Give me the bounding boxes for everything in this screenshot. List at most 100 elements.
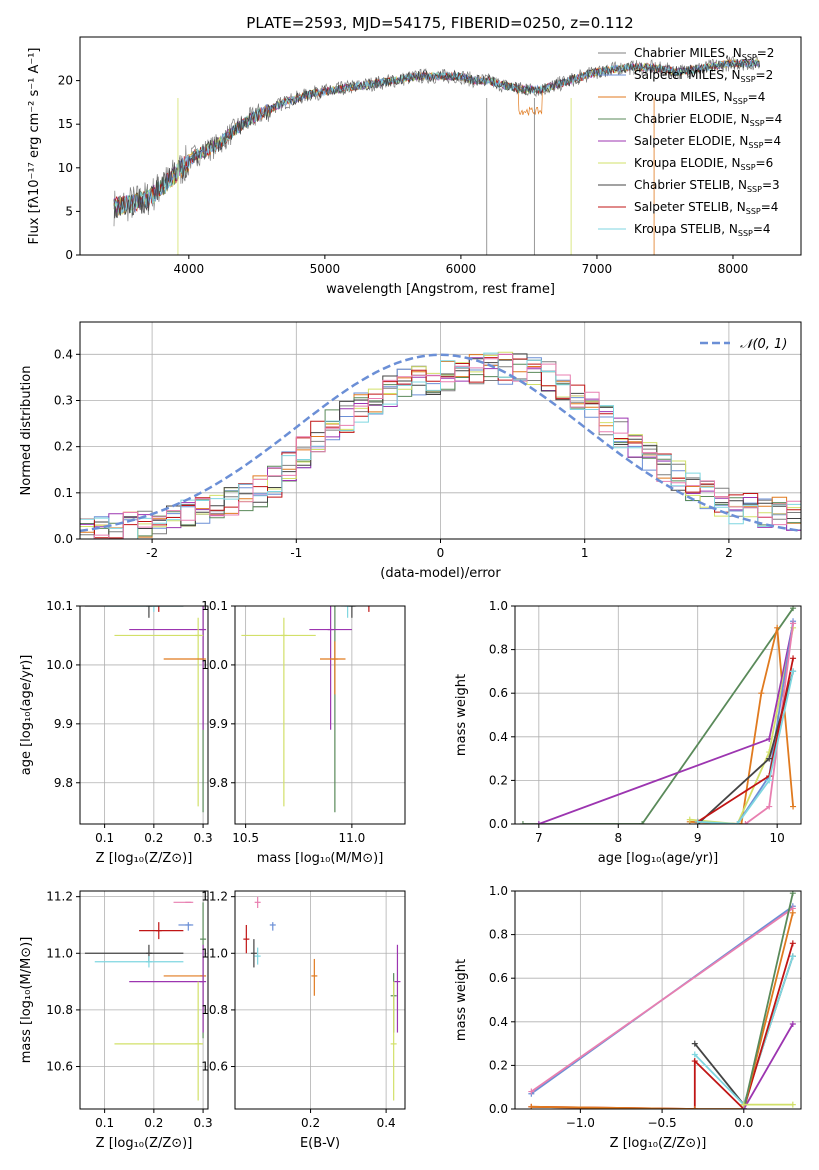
spectrum-line (113, 58, 760, 214)
axes-frame (514, 605, 802, 825)
weight-line (531, 912, 794, 1109)
plot-area (80, 891, 208, 1109)
x-tick-label: 0.2 (301, 1116, 320, 1130)
axes-frame (79, 605, 209, 825)
panel-age-vs-mass: 10.5 11.0 9.8 9.9 10.0 10.1 mass [log₁₀(M/M⊙)] (201, 599, 406, 866)
y-tick-label: 0.2 (489, 773, 508, 787)
y-tick-label: 0.2 (54, 440, 73, 454)
legend-label: Kroupa MILES, NSSP=4 (634, 90, 765, 106)
y-tick-label: 0.6 (489, 686, 508, 700)
panel-age-vs-Z: 0.1 0.2 0.3 9.8 9.9 10.0 10.1 Z [log₁₀(Z/Z⊙)] ag… (19, 599, 213, 866)
y-tick-label: 0.4 (489, 730, 508, 744)
weight-line (530, 907, 794, 1093)
weight-line (538, 623, 794, 824)
y-tick-label: 0.4 (54, 347, 73, 361)
x-tick-label: 2 (725, 546, 733, 560)
plot-area (80, 322, 801, 539)
y-tick-label: 0.8 (489, 643, 508, 657)
y-tick-label: 5 (65, 204, 73, 218)
weight-marker (691, 1040, 698, 1047)
x-axis-label: Z [log₁₀(Z/Z⊙)] (96, 1136, 193, 1151)
y-tick-label: 9.8 (209, 776, 228, 790)
y-tick-label: 10 (58, 161, 73, 175)
axes-frame (79, 890, 209, 1110)
y-tick-label: 0.4 (489, 1015, 508, 1029)
panel-spectrum: 4000 5000 6000 7000 8000 0 5 10 15 20 wavelength [… (27, 36, 802, 297)
x-tick-label: 0.3 (194, 831, 213, 845)
panel-mass-weight-vs-age: 7 8 9 10 0.0 0.2 0.4 0.6 0.8 1.0 age [log₁₀(age/yr… (454, 599, 802, 866)
weight-marker (734, 821, 741, 824)
panel-mass-vs-Z: 0.1 0.2 0.3 10.6 10.8 11.0 11.2 Z [log₁₀(Z/Z⊙)]… (19, 890, 213, 1151)
x-axis-label: E(B-V) (300, 1136, 340, 1151)
weight-marker (766, 755, 773, 762)
plot-area (235, 606, 405, 824)
x-tick-label: 5000 (310, 262, 341, 276)
weight-marker (790, 655, 797, 662)
x-axis-label: age [log₁₀(age/yr)] (598, 851, 719, 866)
y-tick-label: 10.0 (201, 658, 228, 672)
x-tick-label: 1 (581, 546, 589, 560)
legend-label: Chabrier MILES, NSSP=2 (634, 46, 774, 62)
y-axis-label: mass [log₁₀(M/M⊙)] (19, 937, 34, 1064)
x-tick-label: 0.4 (377, 1116, 396, 1130)
y-tick-label: 1.0 (489, 884, 508, 898)
plot-area (80, 606, 208, 824)
weight-marker (519, 821, 526, 824)
x-tick-label: 10.5 (232, 831, 259, 845)
y-tick-label: 0 (65, 248, 73, 262)
x-tick-label: 8000 (718, 262, 749, 276)
y-tick-label: 11.0 (201, 946, 228, 960)
y-tick-label: 0.1 (54, 486, 73, 500)
histogram-step (80, 352, 801, 539)
legend-label: Chabrier ELODIE, NSSP=4 (634, 112, 782, 128)
weight-marker (740, 1101, 747, 1108)
weight-marker (742, 821, 749, 824)
y-tick-label: 11.2 (46, 890, 73, 904)
panel-residuals: -2 -1 0 1 2 0.0 0.1 0.2 0.3 0.4 (data-model)/error… (19, 321, 802, 581)
legend: Chabrier MILES, NSSP=2 Salpeter MILES, NS… (598, 46, 782, 238)
y-axis-label: age [log₁₀(age/yr)] (19, 655, 34, 776)
y-tick-label: 10.6 (201, 1060, 228, 1074)
x-tick-label: -1 (290, 546, 302, 560)
plot-area (235, 891, 405, 1109)
plot-area (515, 606, 801, 824)
weight-marker (738, 821, 745, 824)
legend-label: 𝒩(0, 1) (740, 337, 787, 352)
weight-marker (766, 803, 773, 810)
weight-marker (789, 940, 796, 947)
axes-frame (79, 321, 802, 540)
weight-line (522, 607, 794, 824)
histogram-step (80, 353, 801, 539)
gaussian-curve (80, 353, 801, 533)
legend-label: Salpeter ELODIE, NSSP=4 (634, 134, 781, 150)
y-tick-label: 9.8 (54, 776, 73, 790)
x-tick-label: 10 (770, 831, 785, 845)
y-tick-label: 0.3 (54, 393, 73, 407)
weight-marker (535, 821, 542, 824)
panel-mass-weight-vs-Z: −1.0 −0.5 0.0 0.0 0.2 0.4 0.6 0.8 1.0 Z [log₁₀(Z/… (454, 884, 802, 1151)
x-tick-label: 7 (535, 831, 543, 845)
x-tick-label: 4000 (174, 262, 205, 276)
y-tick-label: 15 (58, 117, 73, 131)
y-tick-label: 9.9 (54, 717, 73, 731)
weight-marker (789, 1020, 796, 1027)
y-tick-label: 9.9 (209, 717, 228, 731)
x-tick-label: 7000 (582, 262, 613, 276)
y-tick-label: 20 (58, 74, 73, 88)
y-tick-label: 10.0 (46, 658, 73, 672)
weight-marker (766, 777, 773, 784)
y-tick-label: 11.2 (201, 890, 228, 904)
weight-marker (758, 690, 765, 697)
weight-marker (789, 1101, 796, 1108)
x-tick-label: −1.0 (566, 1116, 595, 1130)
x-axis-label: wavelength [Angstrom, rest frame] (326, 282, 555, 297)
weight-marker (790, 803, 797, 810)
weight-marker (686, 816, 693, 823)
x-tick-label: 0.2 (144, 1116, 163, 1130)
weight-marker (790, 620, 797, 627)
legend-label: Salpeter STELIB, NSSP=4 (634, 200, 778, 216)
x-tick-label: 8 (614, 831, 622, 845)
y-tick-label: 0.6 (489, 971, 508, 985)
weight-marker (528, 1088, 535, 1095)
weight-marker (691, 1051, 698, 1058)
